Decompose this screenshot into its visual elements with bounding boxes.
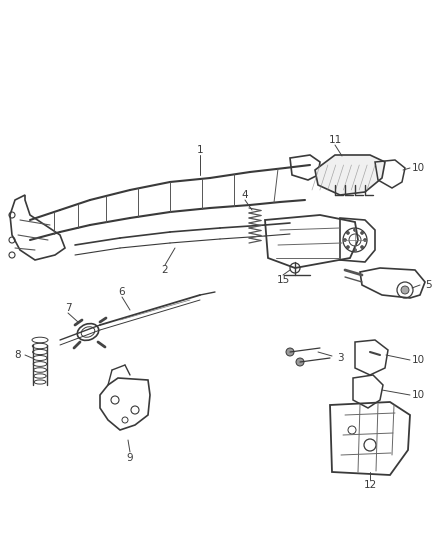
Text: 8: 8 [15,350,21,360]
Text: 5: 5 [425,280,431,290]
Text: 9: 9 [127,453,133,463]
Text: 2: 2 [162,265,168,275]
Circle shape [346,231,350,235]
Text: 12: 12 [364,480,377,490]
Circle shape [343,238,346,241]
Polygon shape [315,155,385,195]
Text: 6: 6 [119,287,125,297]
Text: 10: 10 [411,163,424,173]
Circle shape [360,246,364,248]
Text: 10: 10 [411,390,424,400]
Text: 4: 4 [242,190,248,200]
Circle shape [296,358,304,366]
Text: 1: 1 [197,145,203,155]
Text: 15: 15 [276,275,290,285]
Text: 10: 10 [411,355,424,365]
Circle shape [364,238,367,241]
Circle shape [286,348,294,356]
Text: 11: 11 [328,135,342,145]
Text: 3: 3 [337,353,343,363]
Circle shape [360,231,364,235]
Circle shape [346,246,350,248]
Circle shape [353,229,357,231]
Circle shape [353,248,357,252]
Circle shape [401,286,409,294]
Text: 7: 7 [65,303,71,313]
